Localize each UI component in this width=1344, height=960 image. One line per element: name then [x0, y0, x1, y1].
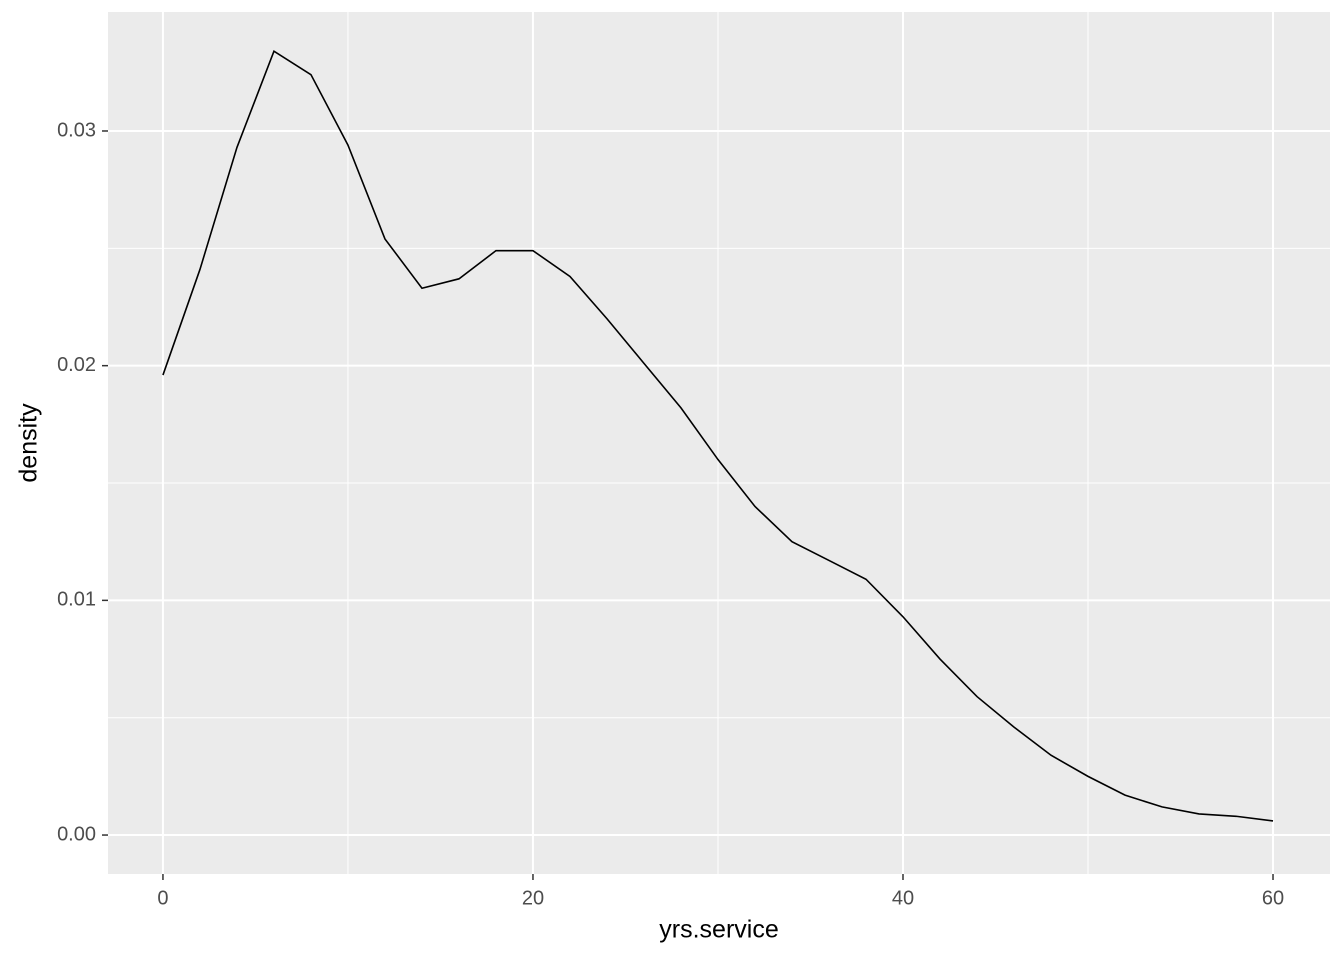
y-tick-label: 0.00 — [57, 823, 96, 845]
panel — [108, 12, 1330, 874]
y-axis-title: density — [15, 403, 43, 483]
y-tick-label: 0.02 — [57, 354, 96, 376]
y-tick-label: 0.03 — [57, 119, 96, 141]
x-tick-label: 60 — [1262, 887, 1284, 909]
grid — [108, 12, 1330, 874]
x-tick-label: 20 — [522, 887, 544, 909]
x-tick-label: 0 — [157, 887, 168, 909]
y-tick-label: 0.01 — [57, 589, 96, 611]
x-axis-title: yrs.service — [659, 916, 778, 944]
marks — [162, 49, 1274, 822]
x-tick-label: 40 — [892, 887, 914, 909]
density-line — [162, 49, 1274, 822]
